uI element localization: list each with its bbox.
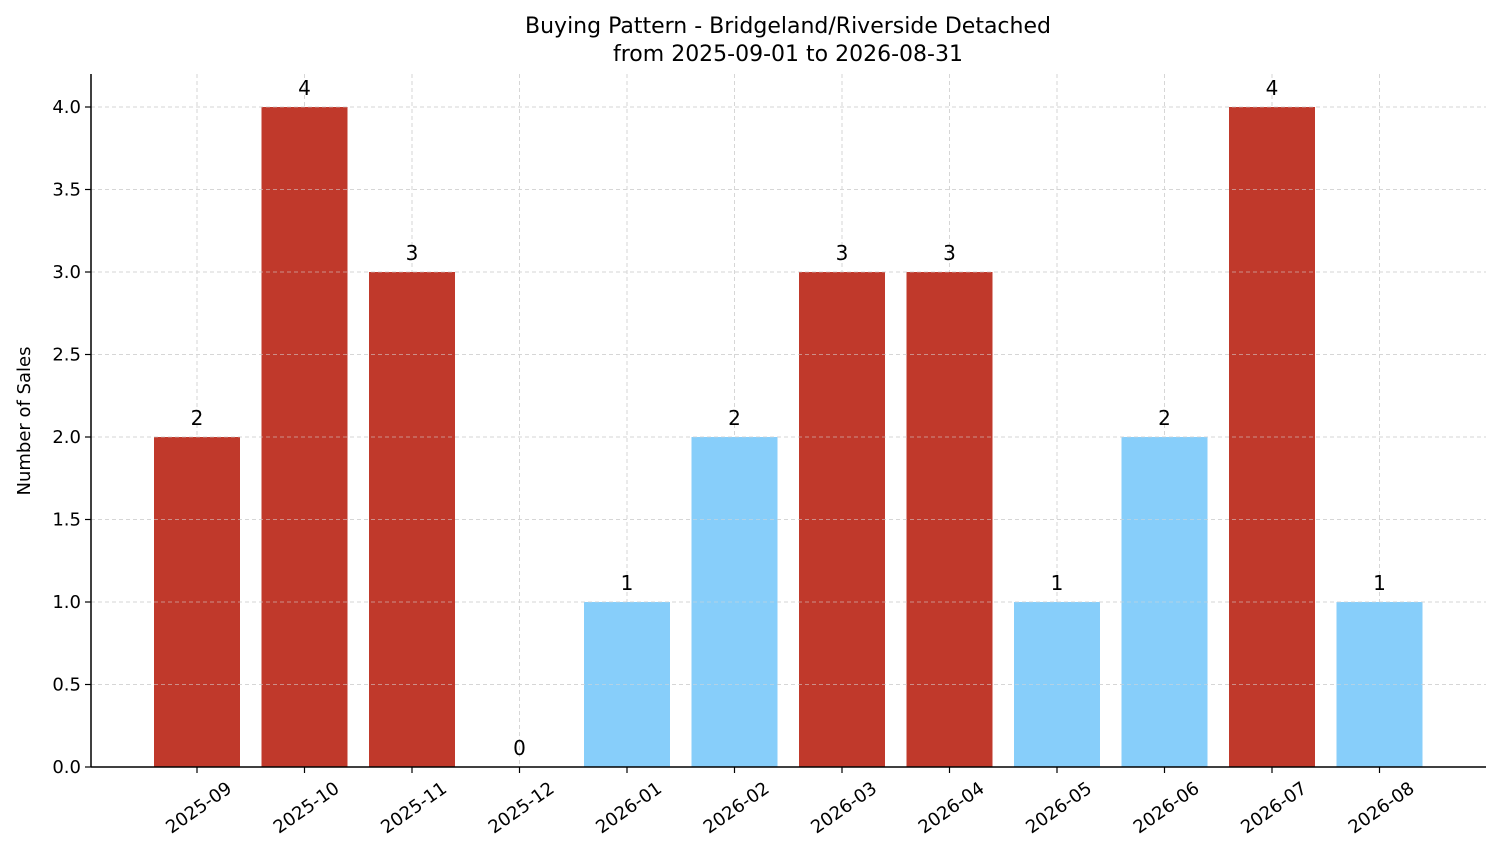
y-tick-label: 4.0 [52, 97, 81, 118]
x-tick-label: 2025-12 [485, 778, 559, 838]
data-labels: 2 4 3 0 1 2 3 3 1 2 4 1 [191, 76, 1386, 760]
x-tick-label: 2025-11 [377, 778, 451, 838]
x-tick-label: 2025-09 [162, 778, 236, 838]
bar-value-label: 4 [298, 76, 311, 100]
x-tick-label: 2026-02 [700, 778, 774, 838]
bars [154, 107, 1423, 767]
bar-value-label: 2 [1158, 406, 1171, 430]
bar [369, 272, 455, 767]
x-tick-label: 2026-01 [592, 778, 666, 838]
x-tick-label: 2026-08 [1345, 778, 1419, 838]
bar-value-label: 4 [1266, 76, 1279, 100]
bar-value-label: 3 [836, 241, 849, 265]
x-tick-label: 2026-05 [1022, 778, 1096, 838]
bar-value-label: 2 [728, 406, 741, 430]
x-tick-label: 2026-04 [915, 778, 989, 838]
y-axis-label: Number of Sales [14, 346, 35, 495]
y-tick-label: 2.0 [52, 427, 81, 448]
y-tick-label: 1.5 [52, 510, 81, 531]
bar [1229, 107, 1315, 767]
y-tick-label: 0.5 [52, 675, 81, 696]
y-tick-label: 0.0 [52, 757, 81, 778]
bar-value-label: 3 [943, 241, 956, 265]
x-tick-label: 2026-07 [1237, 778, 1311, 838]
bar-value-label: 2 [191, 406, 204, 430]
bar-value-label: 3 [406, 241, 419, 265]
bar-value-label: 0 [513, 736, 526, 760]
chart-title: Buying Pattern - Bridgeland/Riverside De… [525, 14, 1051, 39]
y-tick-label: 1.0 [52, 592, 81, 613]
y-tick-label: 3.0 [52, 262, 81, 283]
x-tick-label: 2026-03 [807, 778, 881, 838]
y-tick-label: 3.5 [52, 180, 81, 201]
x-tick-label: 2026-06 [1130, 778, 1204, 838]
chart-subtitle: from 2025-09-01 to 2026-08-31 [613, 42, 963, 67]
x-tick-label: 2025-10 [270, 778, 344, 838]
bar-value-label: 1 [1051, 571, 1064, 595]
bar-value-label: 1 [1373, 571, 1386, 595]
y-tick-label: 2.5 [52, 345, 81, 366]
bar-value-label: 1 [621, 571, 634, 595]
